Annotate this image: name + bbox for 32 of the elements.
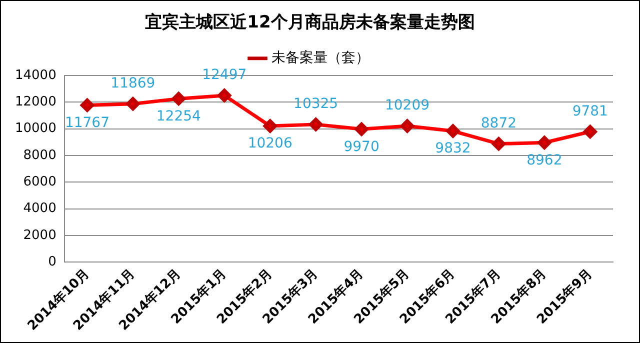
- point: [309, 118, 323, 132]
- data-label: 11869: [110, 75, 156, 92]
- y-tick-label: 12000: [14, 94, 56, 110]
- y-tick-label: 0: [48, 254, 56, 270]
- data-label: 8962: [526, 152, 562, 168]
- point: [126, 97, 140, 111]
- chart-title: 宜宾主城区近12个月商品房未备案量走势图: [145, 12, 475, 33]
- data-label: 10206: [248, 136, 292, 152]
- point: [583, 124, 597, 138]
- data-label: 12254: [156, 108, 202, 124]
- y-tick-label: 10000: [14, 121, 56, 136]
- legend-label: 未备案量（套）: [272, 49, 370, 66]
- point: [218, 88, 232, 102]
- point: [492, 137, 506, 151]
- point: [538, 136, 552, 150]
- point: [400, 119, 414, 133]
- data-label: 9970: [344, 138, 380, 155]
- point: [263, 119, 277, 133]
- point: [80, 98, 94, 112]
- data-label: 9781: [572, 103, 608, 120]
- point: [446, 124, 460, 138]
- y-tick-label: 2000: [23, 228, 56, 243]
- point: [354, 122, 368, 136]
- y-tick-label: 6000: [23, 174, 56, 190]
- data-label: 10209: [384, 98, 430, 114]
- y-tick-label: 14000: [14, 68, 56, 83]
- y-tick-label: 8000: [23, 148, 56, 163]
- y-tick-label: 4000: [23, 201, 56, 216]
- point: [172, 92, 186, 106]
- data-label: 8872: [480, 115, 517, 132]
- data-label: 11767: [64, 114, 110, 131]
- data-label: 9832: [435, 140, 471, 157]
